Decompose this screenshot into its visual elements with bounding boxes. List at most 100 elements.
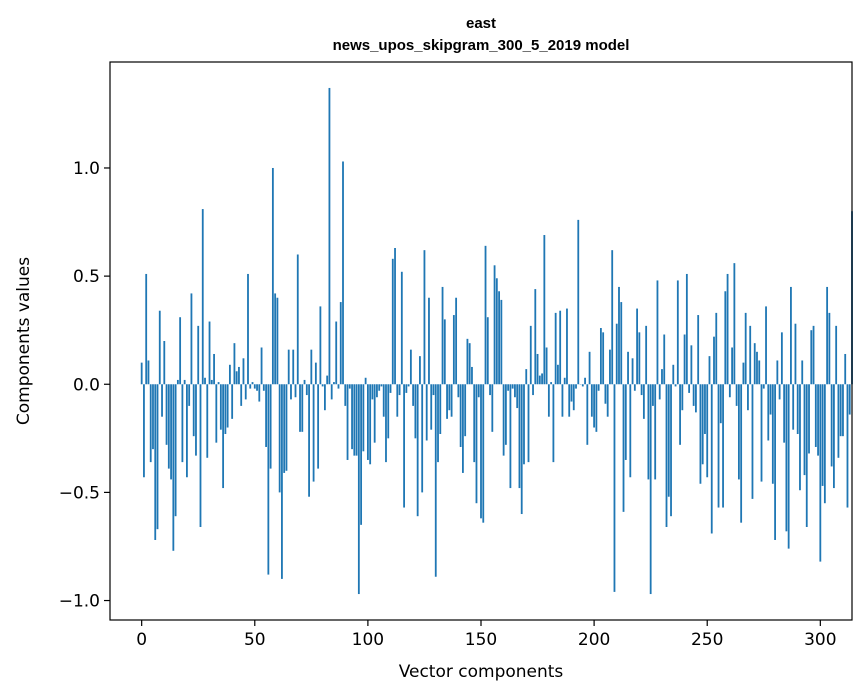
bar-component-134: [443, 319, 446, 385]
bar-component-269: [749, 325, 752, 385]
bar-component-293: [803, 384, 806, 476]
bar-component-54: [262, 384, 265, 391]
bar-component-230: [661, 369, 663, 385]
bar-component-200: [593, 384, 596, 428]
bar-component-5: [152, 384, 154, 450]
bar-component-186: [561, 384, 564, 417]
bar-component-28: [204, 377, 206, 385]
bar-component-196: [584, 377, 586, 385]
bar-component-30: [208, 321, 211, 385]
bar-component-100: [366, 384, 369, 460]
bar-component-189: [568, 384, 571, 417]
bar-component-250: [706, 384, 709, 478]
bar-component-261: [731, 347, 734, 385]
bar-component-306: [833, 384, 835, 489]
bar-component-141: [459, 384, 462, 447]
bar-component-34: [217, 382, 220, 385]
bar-component-157: [495, 278, 498, 385]
bar-component-279: [771, 384, 774, 484]
bar-component-268: [747, 384, 749, 411]
bar-component-131: [437, 384, 439, 463]
bar-component-142: [462, 384, 464, 473]
bar-component-162: [507, 384, 510, 391]
bar-component-67: [292, 349, 295, 385]
bar-component-197: [586, 384, 589, 445]
bar-component-110: [389, 384, 392, 393]
bar-component-240: [683, 334, 686, 385]
bar-component-221: [640, 384, 643, 396]
bar-component-1: [143, 384, 145, 478]
bar-component-6: [154, 384, 157, 540]
bar-component-49: [251, 382, 254, 385]
bar-component-72: [303, 379, 306, 385]
bar-component-243: [690, 345, 693, 385]
bar-component-216: [629, 384, 632, 478]
bar-component-87: [337, 384, 340, 389]
bar-component-114: [398, 384, 401, 396]
bar-component-81: [324, 384, 326, 411]
bar-component-52: [258, 384, 261, 402]
bar-component-209: [613, 384, 616, 592]
bar-component-286: [787, 384, 790, 549]
bar-component-219: [636, 308, 638, 385]
bar-component-224: [647, 384, 650, 480]
bar-component-101: [369, 384, 372, 465]
bar-component-120: [412, 384, 415, 406]
bar-component-147: [473, 384, 476, 463]
bar-component-148: [475, 384, 478, 504]
bar-component-15: [174, 384, 177, 517]
bar-component-82: [326, 375, 329, 385]
bar-component-152: [484, 245, 487, 385]
bar-component-135: [446, 384, 448, 419]
bar-component-229: [658, 384, 661, 400]
bar-component-213: [622, 384, 625, 512]
y-tick-label: 0.5: [73, 267, 100, 287]
bar-component-96: [357, 384, 360, 595]
bar-component-297: [812, 325, 815, 385]
bar-component-236: [674, 384, 677, 387]
bar-component-38: [226, 384, 229, 428]
bar-component-195: [581, 384, 584, 387]
bar-component-97: [360, 384, 363, 525]
bar-component-48: [249, 384, 252, 389]
bar-component-4: [149, 384, 152, 463]
bar-component-88: [339, 302, 342, 385]
x-tick-label: 100: [352, 630, 384, 650]
bar-component-266: [742, 362, 745, 385]
bar-component-254: [715, 312, 718, 385]
bar-component-253: [713, 336, 715, 385]
bar-component-233: [667, 384, 670, 497]
bar-component-182: [552, 384, 555, 463]
bar-component-44: [240, 384, 243, 406]
bar-component-70: [299, 384, 301, 432]
bar-component-64: [285, 384, 288, 471]
bar-component-270: [751, 384, 754, 499]
bar-component-137: [450, 384, 453, 417]
bar-component-263: [735, 384, 738, 406]
bar-component-214: [624, 384, 627, 460]
x-tick-label: 300: [804, 630, 836, 650]
bar-component-42: [235, 371, 238, 385]
bar-component-71: [301, 384, 304, 432]
bar-component-211: [618, 286, 620, 385]
bar-component-178: [543, 235, 546, 385]
bar-component-46: [244, 384, 247, 400]
bar-component-161: [504, 384, 507, 445]
bar-component-198: [588, 351, 591, 385]
bar-component-313: [848, 384, 851, 415]
y-tick-label: 1.0: [73, 159, 100, 179]
bar-component-282: [778, 384, 781, 400]
bar-component-98: [362, 384, 365, 452]
bar-component-177: [541, 373, 543, 385]
bar-component-65: [287, 349, 290, 385]
bar-component-245: [695, 384, 697, 413]
bar-component-26: [199, 384, 202, 527]
x-tick-label: 250: [691, 630, 723, 650]
bar-component-144: [466, 338, 469, 385]
bar-component-130: [434, 384, 437, 577]
bar-component-116: [403, 384, 405, 508]
bar-component-25: [197, 325, 200, 385]
bar-component-63: [283, 384, 286, 473]
bar-component-47: [247, 273, 249, 385]
bar-component-62: [281, 384, 283, 579]
